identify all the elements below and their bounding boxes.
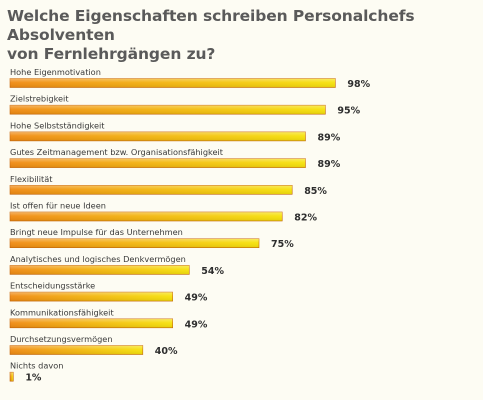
bar-row: Nichts davon 1% [9, 361, 63, 384]
bar-row: Bringt neue Impulse für das Unternehmen 7… [9, 227, 294, 250]
value-label: 75% [271, 239, 294, 250]
category-label: Ist offen für neue Ideen [10, 201, 106, 211]
bar-highlight [10, 158, 306, 168]
bar-row: Analytisches und logisches Denkvermögen 5… [9, 254, 225, 277]
bar-row: Hohe Eigenmotivation 98% [9, 67, 371, 90]
category-label: Entscheidungsstärke [10, 281, 95, 291]
bar-highlight [10, 292, 173, 302]
bar-highlight [10, 78, 336, 88]
bars-layer: Hohe Eigenmotivation 98% Zielstrebigkeit 95… [9, 67, 371, 384]
value-label: 1% [25, 373, 42, 384]
value-label: 89% [317, 132, 340, 143]
value-label: 89% [317, 159, 340, 170]
bar-row: Hohe Selbstständigkeit 89% [9, 120, 341, 143]
category-label: Zielstrebigkeit [10, 94, 69, 104]
bar-row: Ist offen für neue Ideen 82% [9, 201, 317, 224]
category-label: Hohe Eigenmotivation [10, 67, 101, 77]
bar-row: Durchsetzungsvermögen 40% [9, 334, 178, 357]
category-label: Durchsetzungsvermögen [10, 334, 113, 344]
category-label: Bringt neue Impulse für das Unternehmen [10, 227, 183, 237]
chart-title-line-2: von Fernlehrgängen zu? [7, 45, 216, 63]
bar-highlight [10, 372, 14, 382]
value-label: 49% [185, 319, 208, 330]
value-label: 40% [155, 346, 178, 357]
category-label: Nichts davon [10, 361, 63, 371]
bar-highlight [10, 105, 326, 115]
bar-highlight [10, 265, 190, 275]
value-label: 54% [201, 266, 224, 277]
value-label: 85% [304, 186, 327, 197]
bar-row: Flexibilität 85% [9, 174, 327, 197]
bar-row: Entscheidungsstärke 49% [9, 281, 208, 304]
bar-row: Zielstrebigkeit 95% [9, 94, 361, 117]
category-label: Gutes Zeitmanagement bzw. Organisationsf… [10, 147, 224, 157]
bar-row: Gutes Zeitmanagement bzw. Organisationsf… [9, 147, 341, 170]
chart-title: Welche Eigenschaften schreiben Personalc… [7, 7, 467, 64]
bar-highlight [10, 131, 306, 141]
bar-highlight [10, 345, 143, 355]
value-label: 49% [185, 293, 208, 304]
value-label: 98% [347, 79, 370, 90]
category-label: Analytisches und logisches Denkvermögen [10, 254, 186, 264]
value-label: 95% [337, 106, 360, 117]
category-label: Kommunikationsfähigkeit [10, 307, 114, 317]
category-label: Flexibilität [10, 174, 53, 184]
chart-title-line-1: Welche Eigenschaften schreiben Personalc… [7, 7, 415, 44]
value-label: 82% [294, 213, 317, 224]
bar-highlight [10, 212, 283, 221]
bar-highlight [10, 185, 293, 195]
bar-highlight [10, 318, 173, 328]
bar-highlight [10, 238, 259, 248]
bar-row: Kommunikationsfähigkeit 49% [9, 307, 208, 330]
category-label: Hohe Selbstständigkeit [10, 120, 105, 130]
